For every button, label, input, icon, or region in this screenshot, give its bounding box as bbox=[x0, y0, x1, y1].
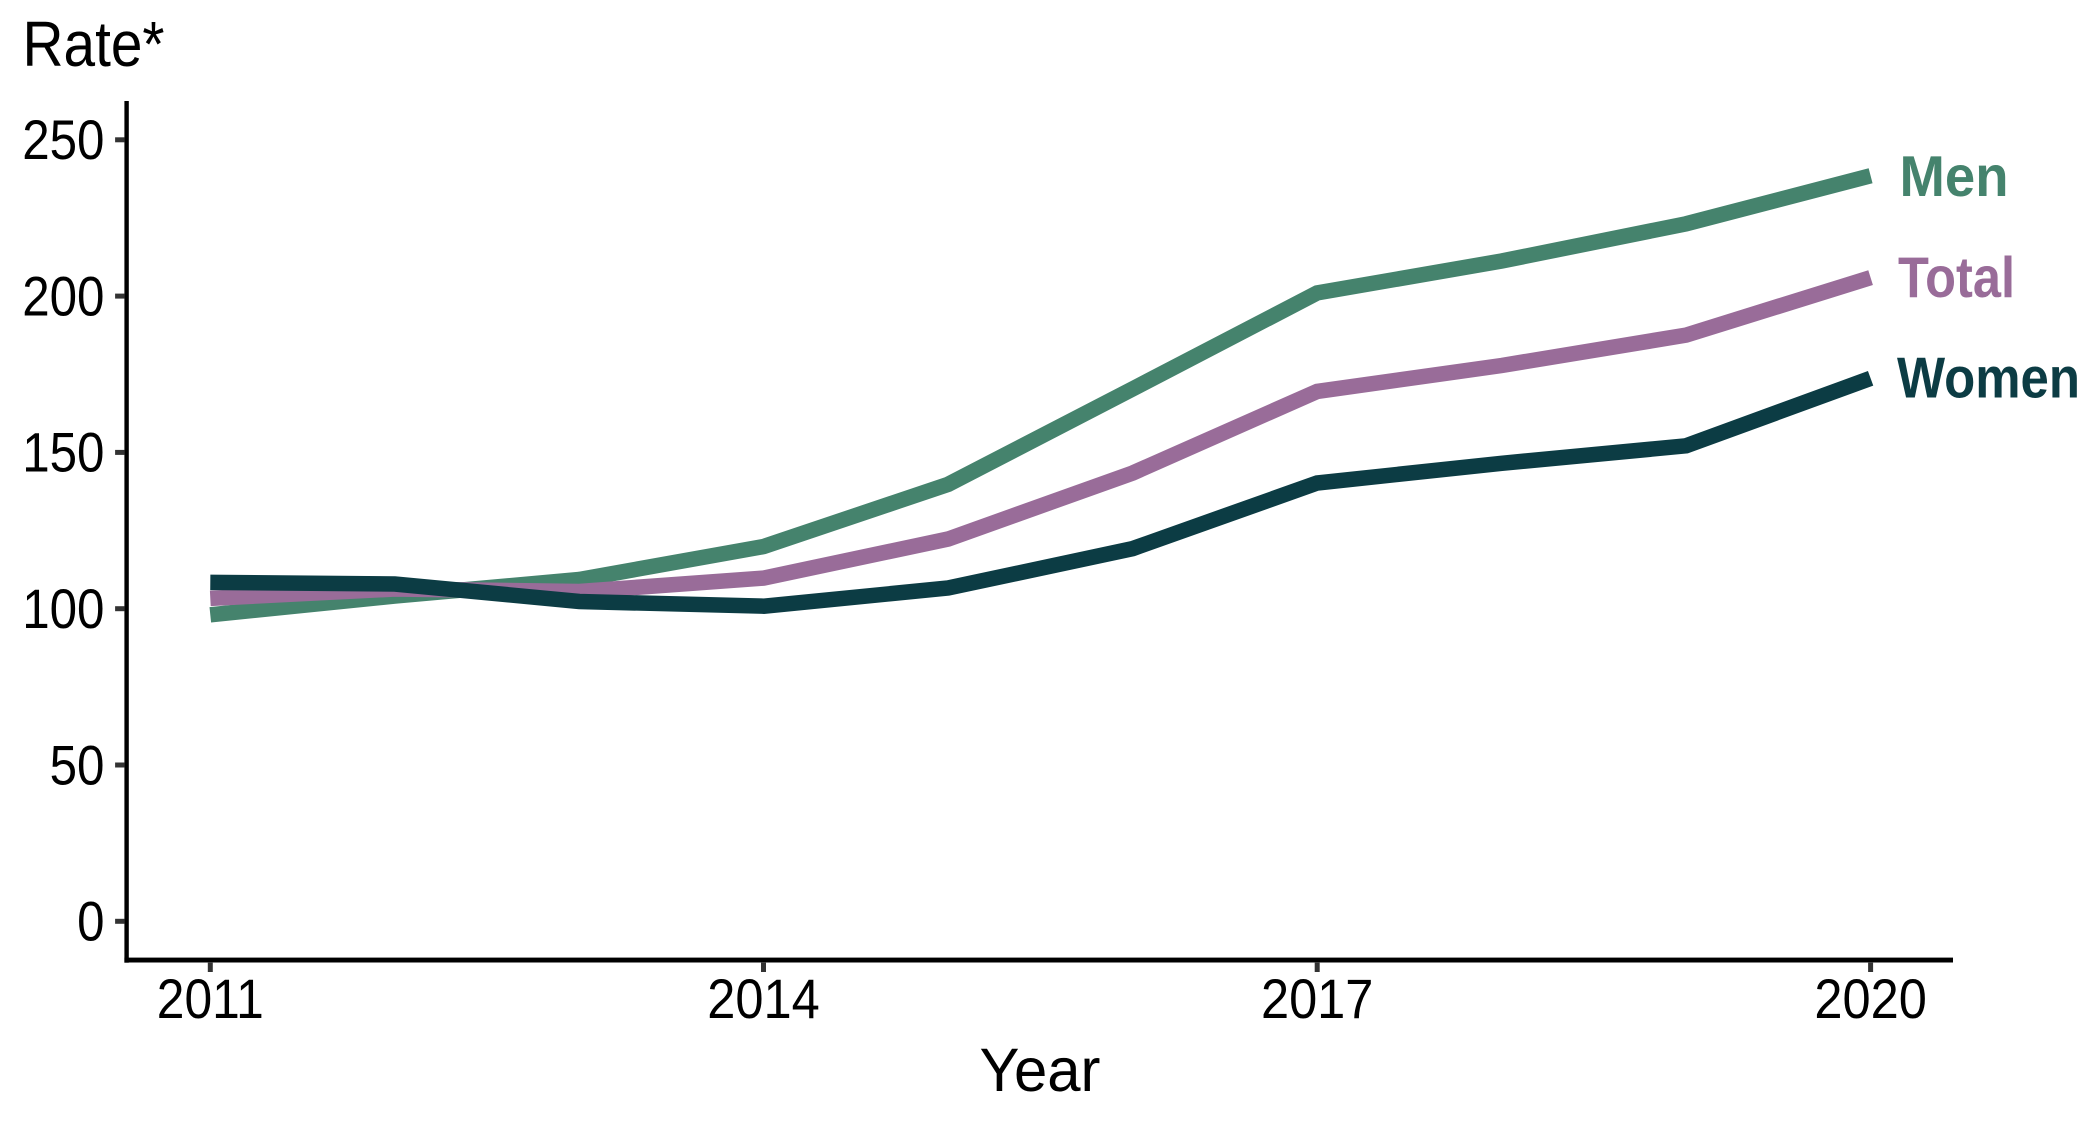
svg-text:Women: Women bbox=[1897, 346, 2080, 410]
svg-text:Total: Total bbox=[1898, 246, 2015, 310]
svg-text:150: 150 bbox=[22, 422, 104, 484]
svg-text:50: 50 bbox=[50, 734, 105, 796]
svg-text:250: 250 bbox=[22, 109, 104, 171]
svg-text:2017: 2017 bbox=[1261, 968, 1374, 1030]
svg-text:2020: 2020 bbox=[1814, 968, 1927, 1030]
svg-text:0: 0 bbox=[77, 891, 104, 953]
svg-text:200: 200 bbox=[22, 265, 104, 327]
svg-text:2014: 2014 bbox=[707, 968, 820, 1030]
svg-text:2011: 2011 bbox=[157, 968, 264, 1030]
svg-text:Rate*: Rate* bbox=[23, 8, 165, 80]
svg-text:Men: Men bbox=[1900, 145, 2009, 209]
svg-text:Year: Year bbox=[980, 1036, 1101, 1104]
svg-text:100: 100 bbox=[22, 578, 104, 640]
